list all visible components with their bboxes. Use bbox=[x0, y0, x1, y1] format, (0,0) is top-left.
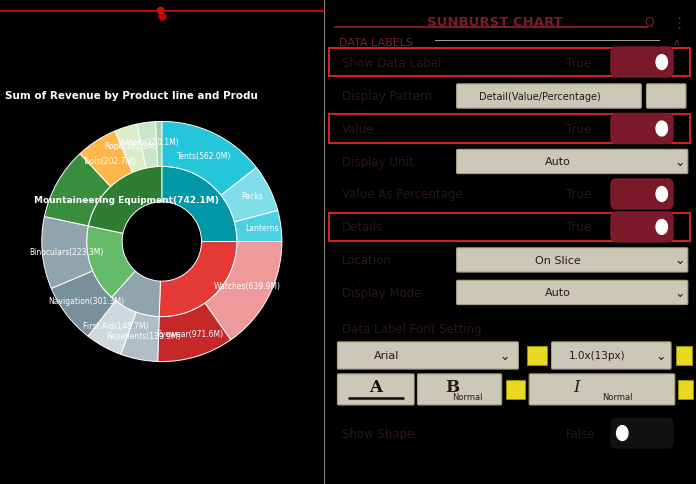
Text: ⌄: ⌄ bbox=[674, 287, 684, 299]
Circle shape bbox=[656, 220, 667, 235]
Text: Normal: Normal bbox=[452, 392, 482, 401]
Text: Arial: Arial bbox=[374, 351, 400, 361]
Circle shape bbox=[617, 426, 628, 440]
Text: Value: Value bbox=[342, 123, 374, 136]
Text: Show Shape: Show Shape bbox=[342, 427, 415, 439]
Wedge shape bbox=[162, 167, 237, 242]
Text: Q: Q bbox=[644, 15, 654, 29]
FancyBboxPatch shape bbox=[457, 150, 688, 174]
Wedge shape bbox=[45, 154, 111, 227]
FancyBboxPatch shape bbox=[551, 342, 671, 369]
Wedge shape bbox=[155, 122, 162, 167]
Text: True: True bbox=[567, 188, 592, 201]
Circle shape bbox=[656, 122, 667, 136]
Wedge shape bbox=[52, 272, 116, 336]
FancyBboxPatch shape bbox=[527, 346, 547, 365]
FancyBboxPatch shape bbox=[529, 374, 675, 405]
Text: Navigation(301.3M): Navigation(301.3M) bbox=[48, 297, 124, 305]
Text: DATA LABELS: DATA LABELS bbox=[338, 38, 413, 48]
Text: ⌄: ⌄ bbox=[674, 156, 684, 168]
Circle shape bbox=[656, 56, 667, 70]
Text: Show Data Label: Show Data Label bbox=[342, 57, 442, 69]
Text: Packs: Packs bbox=[242, 192, 263, 200]
Text: Watches(639.9M): Watches(639.9M) bbox=[214, 281, 281, 290]
Text: Rope(161.8M): Rope(161.8M) bbox=[104, 141, 157, 151]
Circle shape bbox=[656, 187, 667, 202]
FancyBboxPatch shape bbox=[457, 85, 641, 109]
Text: Putters(150.1M): Putters(150.1M) bbox=[117, 137, 179, 147]
Wedge shape bbox=[80, 132, 132, 187]
Text: Display Unit: Display Unit bbox=[342, 156, 414, 168]
FancyBboxPatch shape bbox=[338, 374, 414, 405]
Wedge shape bbox=[205, 242, 282, 340]
Wedge shape bbox=[157, 303, 230, 362]
Text: True: True bbox=[567, 123, 592, 136]
Text: Mountaineering Equipment(742.1M): Mountaineering Equipment(742.1M) bbox=[35, 196, 219, 205]
Wedge shape bbox=[42, 217, 93, 289]
Text: ∧: ∧ bbox=[673, 38, 681, 48]
Text: Normal: Normal bbox=[603, 392, 633, 401]
Text: I: I bbox=[574, 378, 580, 396]
Text: Auto: Auto bbox=[545, 157, 571, 167]
Text: On Slice: On Slice bbox=[535, 256, 581, 265]
Text: Details: Details bbox=[342, 221, 383, 234]
Text: ⌄: ⌄ bbox=[656, 349, 666, 362]
FancyBboxPatch shape bbox=[610, 47, 674, 78]
Text: Auto: Auto bbox=[545, 288, 571, 298]
Text: Data Label Font Setting: Data Label Font Setting bbox=[342, 323, 482, 335]
FancyBboxPatch shape bbox=[418, 374, 502, 405]
FancyBboxPatch shape bbox=[338, 342, 519, 369]
Text: 1.0x(13px): 1.0x(13px) bbox=[569, 351, 626, 361]
FancyBboxPatch shape bbox=[457, 281, 688, 305]
Text: Lanterns: Lanterns bbox=[245, 224, 279, 232]
Wedge shape bbox=[88, 301, 136, 355]
FancyBboxPatch shape bbox=[506, 380, 525, 399]
FancyBboxPatch shape bbox=[610, 418, 674, 449]
Text: ⌄: ⌄ bbox=[674, 254, 684, 267]
Text: SUNBURST CHART: SUNBURST CHART bbox=[427, 15, 563, 29]
Text: Display Pattern: Display Pattern bbox=[342, 91, 432, 103]
Wedge shape bbox=[162, 122, 256, 196]
FancyBboxPatch shape bbox=[610, 212, 674, 243]
Text: Tents(562.0M): Tents(562.0M) bbox=[177, 151, 231, 160]
Wedge shape bbox=[159, 242, 237, 317]
Text: True: True bbox=[567, 57, 592, 69]
FancyBboxPatch shape bbox=[457, 248, 688, 272]
FancyBboxPatch shape bbox=[676, 346, 693, 365]
Text: Binoculars(223.3M): Binoculars(223.3M) bbox=[29, 247, 104, 257]
FancyBboxPatch shape bbox=[610, 114, 674, 145]
Text: Eyewear(971.6M): Eyewear(971.6M) bbox=[157, 329, 223, 338]
Text: Repellents(139.9M): Repellents(139.9M) bbox=[106, 332, 181, 341]
Wedge shape bbox=[88, 167, 162, 234]
Text: Value As Percentage: Value As Percentage bbox=[342, 188, 463, 201]
Wedge shape bbox=[121, 313, 159, 362]
FancyBboxPatch shape bbox=[610, 179, 674, 210]
Text: Detail(Value/Percentage): Detail(Value/Percentage) bbox=[479, 92, 601, 102]
Text: Location: Location bbox=[342, 254, 392, 267]
Text: ⌄: ⌄ bbox=[661, 91, 672, 103]
Text: Sum of Revenue by Product line and Produ: Sum of Revenue by Product line and Produ bbox=[5, 91, 258, 101]
Wedge shape bbox=[87, 227, 135, 298]
Text: A: A bbox=[370, 378, 382, 396]
Wedge shape bbox=[137, 122, 158, 168]
Wedge shape bbox=[115, 125, 146, 173]
Text: True: True bbox=[567, 221, 592, 234]
Text: Tools(202.7M): Tools(202.7M) bbox=[83, 157, 136, 166]
FancyBboxPatch shape bbox=[647, 85, 686, 109]
Text: Display Mode: Display Mode bbox=[342, 287, 422, 299]
Wedge shape bbox=[235, 211, 282, 242]
Wedge shape bbox=[221, 168, 278, 223]
FancyBboxPatch shape bbox=[678, 380, 693, 399]
Wedge shape bbox=[111, 272, 161, 317]
Text: First Aid(148.7M): First Aid(148.7M) bbox=[83, 321, 148, 330]
Text: B: B bbox=[445, 378, 459, 396]
Text: ⌄: ⌄ bbox=[499, 349, 509, 362]
Text: ⋮: ⋮ bbox=[672, 15, 687, 30]
Text: False: False bbox=[566, 427, 596, 439]
